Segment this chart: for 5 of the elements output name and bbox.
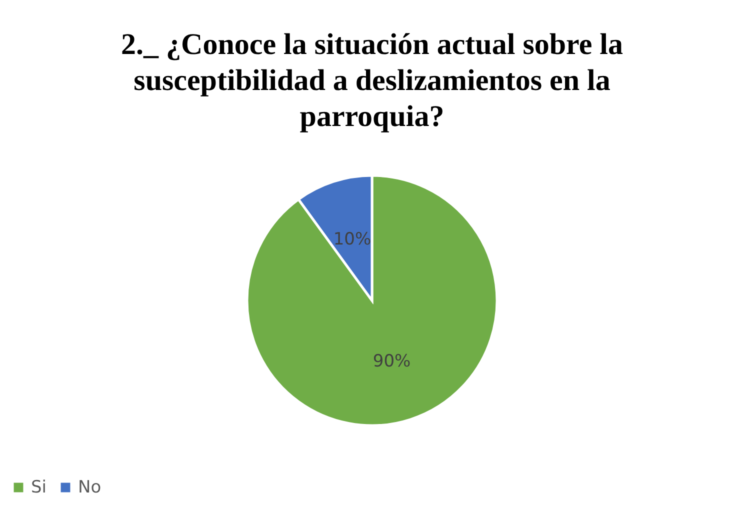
data-label: 90% xyxy=(372,351,411,372)
legend-label: Si xyxy=(31,478,47,498)
chart-title: 2._ ¿Conoce la situación actual sobre la susceptibilidad a deslizamientos en la parroquia? xyxy=(121,28,623,133)
data-label: 10% xyxy=(333,230,372,250)
legend-label: No xyxy=(78,478,102,498)
